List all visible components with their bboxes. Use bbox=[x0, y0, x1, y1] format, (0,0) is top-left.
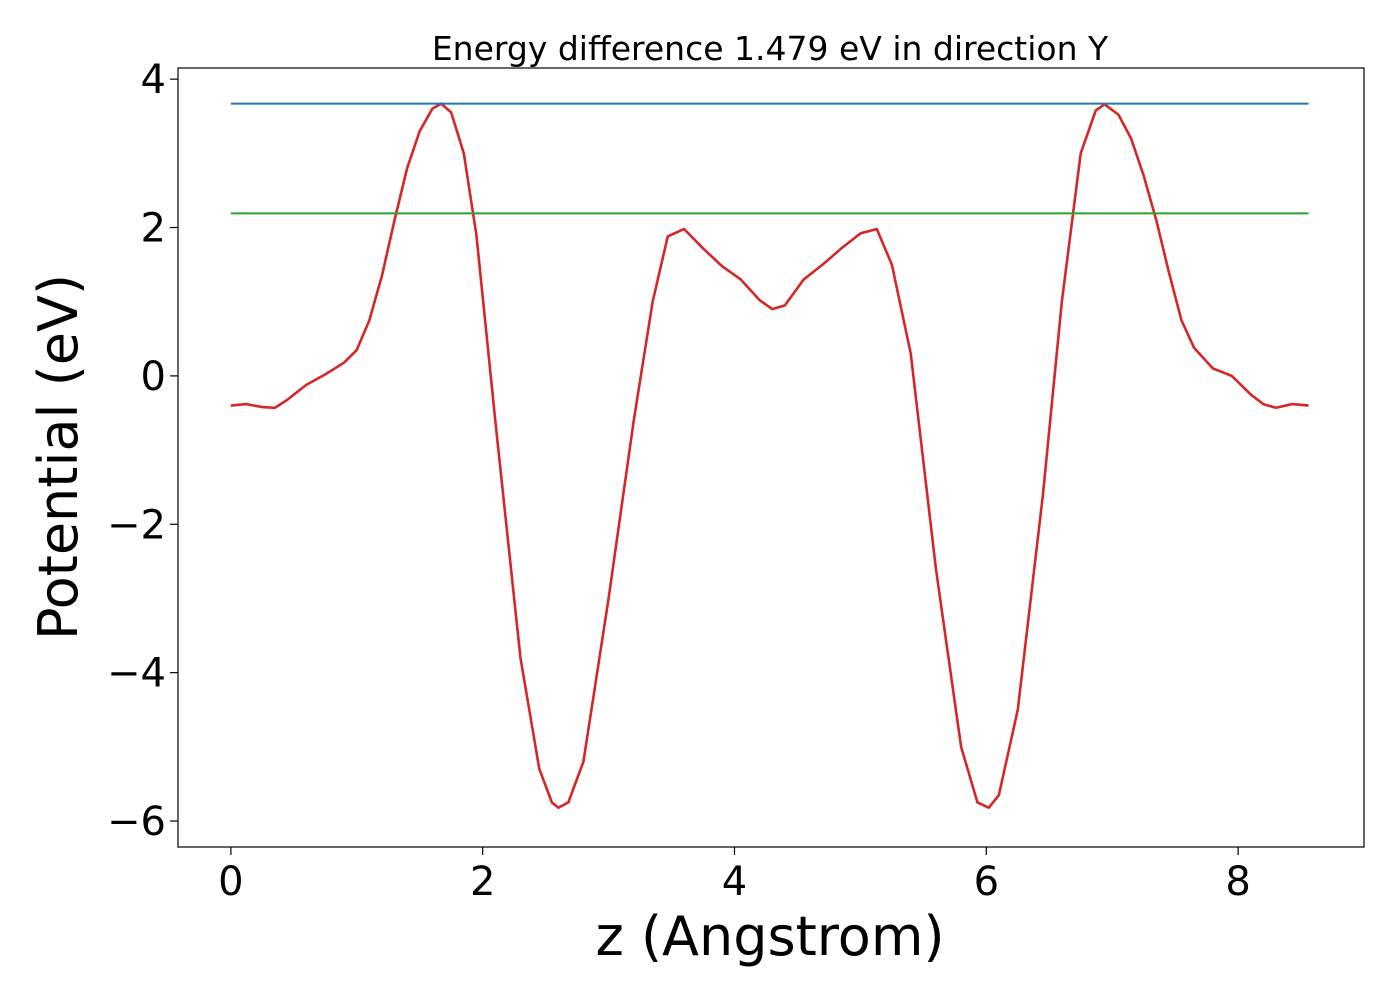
x-tick-label: 8 bbox=[1225, 859, 1250, 905]
y-axis: −6 −4 −2 0 2 4 bbox=[107, 57, 178, 845]
y-tick-label: −4 bbox=[107, 651, 166, 697]
potential-curve bbox=[230, 102, 1309, 809]
plot-frame bbox=[177, 67, 1365, 848]
y-tick-label: 2 bbox=[141, 206, 166, 252]
y-axis-label: Potential (eV) bbox=[27, 274, 90, 640]
chart-title: Energy difference 1.479 eV in direction … bbox=[432, 29, 1109, 68]
y-tick-label: −2 bbox=[107, 502, 166, 548]
x-tick-label: 4 bbox=[722, 859, 747, 905]
x-axis: 0 2 4 6 8 bbox=[218, 847, 1251, 905]
y-tick-label: −6 bbox=[107, 799, 166, 845]
y-tick-label: 0 bbox=[141, 354, 166, 400]
series-layer bbox=[230, 102, 1309, 809]
x-tick-label: 2 bbox=[470, 859, 495, 905]
x-tick-label: 0 bbox=[218, 859, 243, 905]
x-tick-label: 6 bbox=[974, 859, 999, 905]
y-tick-label: 4 bbox=[141, 57, 166, 103]
x-axis-label: z (Angstrom) bbox=[595, 905, 944, 968]
